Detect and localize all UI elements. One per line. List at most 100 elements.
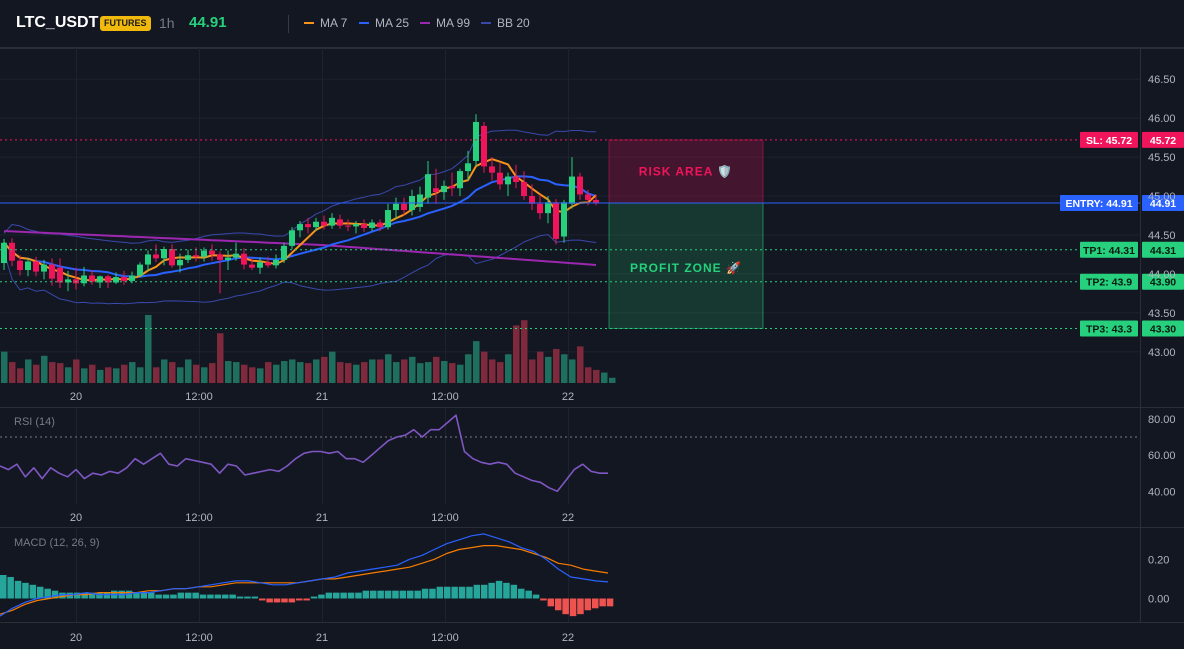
volume-bar bbox=[9, 362, 16, 383]
macd-histogram-bar bbox=[392, 590, 399, 599]
legend-ma99[interactable]: MA 99 bbox=[420, 16, 470, 30]
take-profit-2-tag-label: TP2: 43.9 bbox=[1086, 277, 1132, 289]
volume-bar bbox=[153, 367, 160, 383]
volume-bar bbox=[601, 372, 608, 383]
macd-histogram-bar bbox=[266, 598, 273, 603]
volume-bar bbox=[521, 320, 528, 383]
macd-histogram-bar bbox=[488, 582, 495, 599]
macd-histogram-bar bbox=[444, 586, 451, 599]
candle-body bbox=[129, 275, 135, 281]
macd-histogram-bar bbox=[481, 584, 488, 599]
trade-zones: RISK AREA 🛡️ PROFIT ZONE 🚀 bbox=[608, 139, 764, 329]
take-profit-1-axis-tag bbox=[1142, 241, 1184, 258]
price-tick-label: 44.00 bbox=[1148, 269, 1176, 281]
candle-body bbox=[89, 275, 95, 282]
volume-bar bbox=[353, 364, 360, 383]
price-tick-label: 45.50 bbox=[1148, 152, 1176, 164]
candle-body bbox=[329, 217, 335, 226]
volume-bar bbox=[409, 356, 416, 383]
candle-body bbox=[561, 202, 567, 237]
time-tick-label: 12:00 bbox=[431, 632, 459, 644]
macd-histogram-bar bbox=[185, 592, 192, 599]
volume-bar bbox=[113, 368, 120, 383]
entry-tag-label: ENTRY: 44.91 bbox=[1065, 198, 1132, 210]
macd-histogram-bar bbox=[59, 592, 66, 599]
macd-histogram-bar bbox=[592, 598, 599, 609]
macd-histogram-bar bbox=[81, 592, 88, 599]
candle-body bbox=[305, 224, 311, 228]
candle-body bbox=[321, 221, 327, 226]
volume-bar bbox=[289, 359, 296, 383]
take-profit-1-tag-label: TP1: 44.31 bbox=[1083, 245, 1135, 257]
volume-bar bbox=[233, 362, 240, 383]
macd-histogram-bar bbox=[296, 598, 303, 601]
price-candles bbox=[1, 114, 599, 294]
volume-bar bbox=[145, 315, 152, 383]
time-tick-label: 12:00 bbox=[185, 391, 213, 403]
volume-bar bbox=[329, 351, 336, 383]
legend-ma7[interactable]: MA 7 bbox=[304, 16, 347, 30]
macd-histogram-bar bbox=[229, 594, 236, 599]
legend-bb20-label: BB 20 bbox=[497, 16, 530, 30]
candle-body bbox=[569, 176, 575, 204]
candle-body bbox=[281, 245, 287, 260]
macd-histogram-bar bbox=[192, 592, 199, 599]
volume-bar bbox=[257, 368, 264, 383]
time-tick-label: 22 bbox=[562, 512, 574, 524]
macd-tick-label: 0.00 bbox=[1148, 594, 1169, 606]
take-profit-1-tag bbox=[1080, 241, 1138, 258]
macd-histogram-bar bbox=[96, 592, 103, 599]
volume-bar bbox=[369, 359, 376, 383]
volume-bar bbox=[17, 368, 24, 383]
symbol-name[interactable]: LTC_USDT bbox=[16, 14, 99, 31]
take-profit-2-axis-label: 43.90 bbox=[1150, 277, 1176, 289]
macd-histogram-bar bbox=[236, 596, 244, 599]
volume-bar bbox=[433, 356, 440, 383]
macd-histogram-bar bbox=[222, 594, 229, 599]
candle-body bbox=[41, 264, 47, 272]
macd-histogram-bar bbox=[377, 590, 384, 599]
volume-bar bbox=[537, 351, 544, 383]
time-tick-label: 12:00 bbox=[185, 512, 213, 524]
time-tick-label: 21 bbox=[316, 391, 328, 403]
candle-body bbox=[153, 254, 159, 259]
volume-bar bbox=[49, 362, 56, 383]
volume-bar bbox=[41, 355, 48, 383]
candle-body bbox=[49, 264, 55, 279]
timeframe-label[interactable]: 1h bbox=[159, 15, 175, 31]
price-tick-label: 43.00 bbox=[1148, 347, 1176, 359]
candle-body bbox=[457, 171, 463, 189]
price-tick-label: 44.50 bbox=[1148, 230, 1176, 242]
candle-body bbox=[441, 185, 447, 193]
time-tick-label: 20 bbox=[70, 391, 82, 403]
volume-bar bbox=[569, 359, 576, 383]
candle-body bbox=[401, 203, 407, 211]
time-axis: 20 12:00 21 12:00 22 20 12:00 21 12:00 22 20 12:00 2… bbox=[70, 391, 574, 644]
profit-zone bbox=[608, 202, 764, 329]
take-profit-1-axis-label: 44.31 bbox=[1150, 245, 1176, 257]
macd-histogram-bar bbox=[44, 588, 51, 599]
macd-histogram-bar bbox=[7, 576, 14, 599]
candle-body bbox=[233, 253, 239, 258]
candle-body bbox=[217, 254, 223, 260]
volume-bar bbox=[65, 367, 72, 383]
legend-ma25[interactable]: MA 25 bbox=[359, 16, 409, 30]
candle-body bbox=[537, 203, 543, 214]
legend-bb20[interactable]: BB 20 bbox=[481, 16, 530, 30]
candle-body bbox=[225, 257, 231, 260]
futures-badge: FUTURES bbox=[100, 16, 151, 31]
grid-layer bbox=[0, 48, 1184, 623]
volume-bar bbox=[481, 351, 488, 383]
macd-histogram-bar bbox=[399, 590, 407, 599]
rsi-title: RSI (14) bbox=[14, 416, 55, 428]
macd-title: MACD (12, 26, 9) bbox=[14, 537, 100, 549]
rsi-tick-label: 80.00 bbox=[1148, 414, 1176, 426]
take-profit-2-axis-tag bbox=[1142, 273, 1184, 290]
macd-histogram-bar bbox=[244, 596, 251, 599]
volume-bar bbox=[585, 367, 592, 383]
macd-histogram-bar bbox=[14, 580, 22, 599]
macd-pane bbox=[0, 533, 614, 617]
price-tick-label: 45.00 bbox=[1148, 191, 1176, 203]
time-tick-label: 22 bbox=[562, 391, 574, 403]
